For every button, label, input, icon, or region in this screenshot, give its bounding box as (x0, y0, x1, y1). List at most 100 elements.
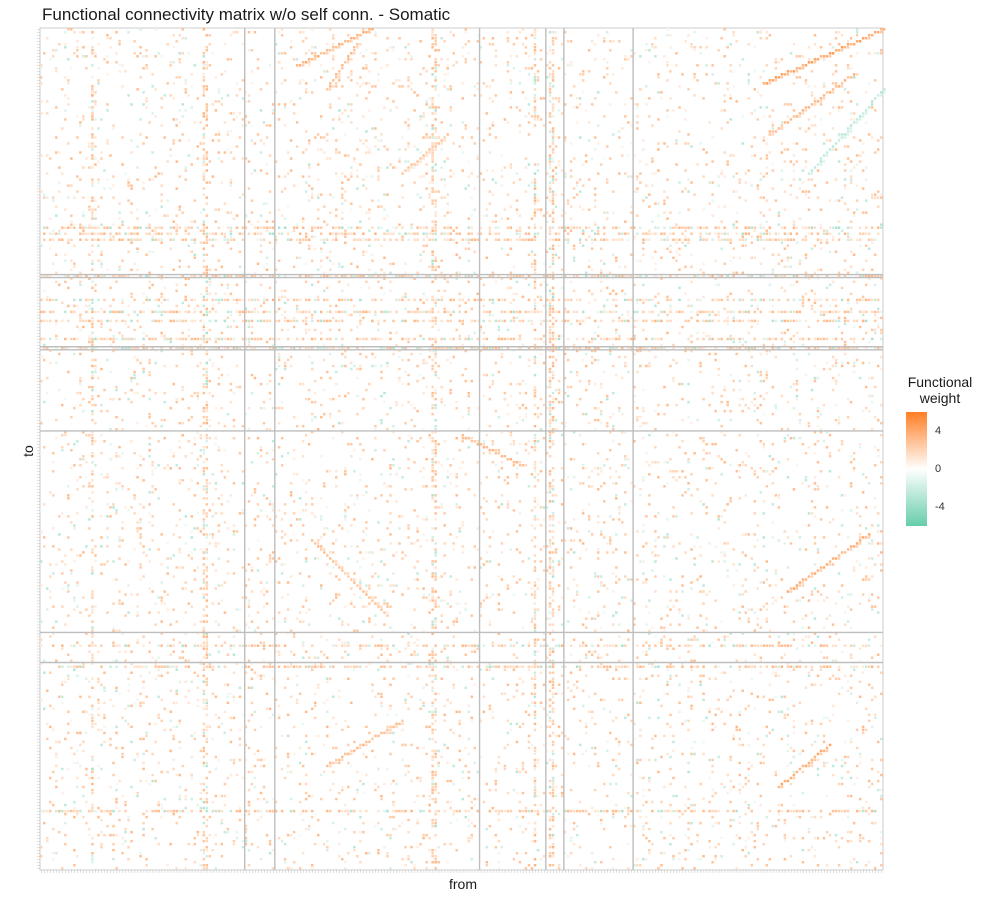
heatmap-cell (684, 833, 687, 837)
heatmap-cell (822, 133, 826, 136)
heatmap-cell (241, 713, 245, 717)
heatmap-cell (392, 262, 395, 266)
heatmap-cell (819, 470, 823, 473)
heatmap-cell (178, 773, 181, 777)
heatmap-cell (867, 806, 871, 810)
heatmap-cell (759, 196, 763, 199)
heatmap-cell (106, 34, 109, 37)
heatmap-cell (518, 214, 522, 217)
heatmap-cell (593, 43, 597, 46)
heatmap-cell (828, 43, 832, 46)
heatmap-cell (491, 346, 495, 350)
heatmap-cell (323, 205, 326, 208)
heatmap-cell (672, 376, 675, 380)
heatmap-cell (816, 548, 820, 551)
heatmap-cell (527, 184, 531, 187)
heatmap-cell (548, 596, 552, 599)
heatmap-cell (422, 701, 425, 705)
heatmap-cell (338, 854, 341, 858)
heatmap-cell (852, 569, 856, 572)
heatmap-cell (61, 88, 64, 91)
heatmap-cell (822, 403, 826, 407)
heatmap-cell (849, 686, 853, 690)
heatmap-cell (852, 346, 856, 350)
heatmap-cell (229, 382, 233, 386)
heatmap-cell (753, 470, 757, 473)
heatmap-cell (464, 187, 467, 190)
heatmap-cell (208, 283, 212, 287)
heatmap-cell (618, 476, 621, 479)
heatmap-cell (690, 638, 693, 641)
heatmap-cell (690, 494, 693, 497)
heatmap-cell (825, 139, 829, 142)
heatmap-cell (494, 464, 498, 467)
heatmap-cell (112, 626, 115, 629)
heatmap-cell (368, 620, 371, 623)
heatmap-cell (256, 749, 260, 753)
heatmap-cell (609, 542, 612, 545)
heatmap-cell (509, 382, 513, 386)
heatmap-cell (211, 848, 215, 852)
heatmap-cell (834, 148, 838, 151)
heatmap-cell (627, 346, 630, 350)
heatmap-cell (675, 674, 678, 678)
heatmap-cell (151, 112, 154, 115)
heatmap-cell (461, 121, 464, 124)
heatmap-cell (428, 725, 431, 729)
heatmap-cell (554, 97, 558, 100)
heatmap-cell (515, 316, 519, 320)
heatmap-cell (64, 43, 67, 46)
heatmap-cell (407, 79, 410, 82)
heatmap-cell (151, 310, 154, 314)
heatmap-cell (542, 361, 546, 365)
heatmap-cell (298, 800, 302, 804)
heatmap-cell (735, 728, 738, 732)
heatmap-cell (335, 746, 338, 750)
heatmap-cell (139, 521, 142, 524)
heatmap-cell (181, 301, 184, 305)
heatmap-cell (365, 82, 368, 85)
heatmap-cell (864, 283, 868, 287)
heatmap-cell (551, 836, 555, 840)
heatmap-cell (301, 479, 305, 482)
heatmap-cell (395, 713, 398, 717)
heatmap-cell (82, 115, 85, 118)
heatmap-cell (154, 166, 157, 169)
heatmap-cell (181, 479, 184, 482)
heatmap-cell (822, 740, 826, 744)
heatmap-cell (651, 256, 654, 260)
heatmap-cell (410, 779, 413, 783)
heatmap-cell (846, 208, 850, 211)
heatmap-cell (473, 545, 477, 548)
heatmap-cell (100, 367, 103, 371)
heatmap-cell (247, 343, 251, 347)
heatmap-cell (506, 719, 510, 723)
heatmap-cell (67, 184, 70, 187)
heatmap-cell (663, 545, 666, 548)
heatmap-cell (76, 554, 79, 557)
heatmap-cell (49, 596, 52, 599)
heatmap-cell (645, 623, 648, 626)
heatmap-cell (238, 629, 242, 632)
heatmap-cell (130, 139, 133, 142)
heatmap-cell (67, 722, 70, 726)
heatmap-cell (581, 244, 585, 247)
heatmap-cell (792, 346, 796, 350)
heatmap-cell (265, 800, 269, 804)
heatmap-cell (160, 581, 163, 584)
heatmap-cell (115, 797, 118, 801)
heatmap-cell (347, 530, 350, 533)
heatmap-cell (609, 103, 612, 106)
heatmap-cell (557, 521, 561, 524)
heatmap-cell (160, 806, 163, 810)
heatmap-cell (145, 55, 148, 58)
heatmap-cell (187, 602, 190, 605)
heatmap-cell (777, 494, 781, 497)
heatmap-cell (753, 109, 757, 112)
heatmap-cell (572, 458, 576, 461)
heatmap-cell (326, 710, 329, 714)
heatmap-cell (452, 782, 455, 786)
heatmap-cell (422, 485, 425, 488)
heatmap-cell (232, 626, 236, 629)
heatmap-cell (750, 184, 753, 187)
